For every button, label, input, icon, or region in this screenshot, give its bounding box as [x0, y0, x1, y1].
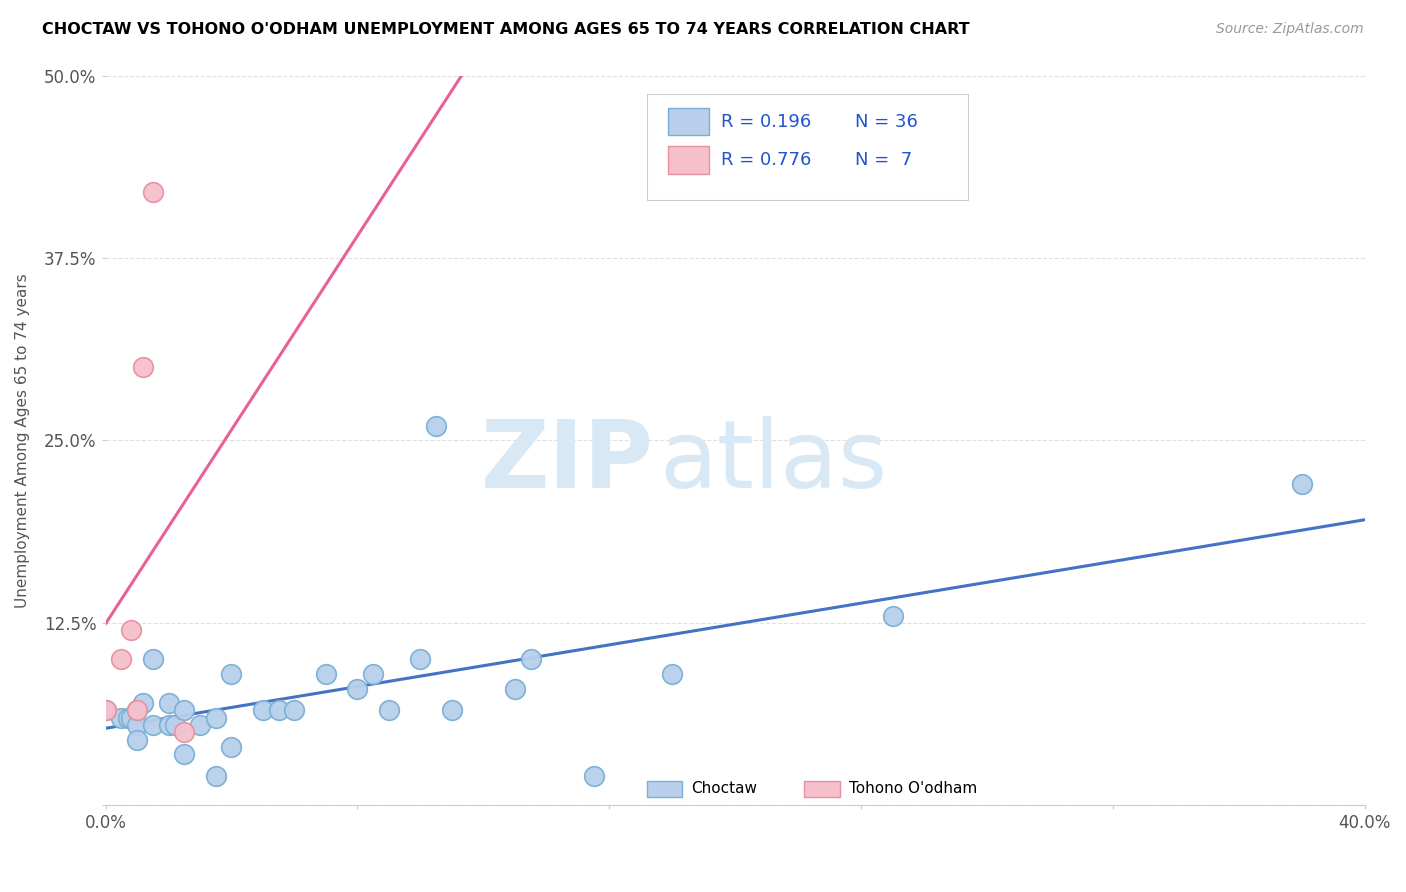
Point — [125, 704, 148, 718]
Point — [221, 667, 243, 681]
Point — [163, 718, 186, 732]
Point — [361, 667, 384, 681]
Text: R = 0.776: R = 0.776 — [721, 151, 811, 169]
Point — [283, 704, 305, 718]
Point — [503, 681, 526, 696]
Point — [142, 652, 165, 666]
Point — [132, 360, 155, 375]
Point — [120, 711, 142, 725]
Point — [252, 704, 274, 718]
Point — [425, 418, 447, 433]
Point — [142, 186, 165, 200]
Text: CHOCTAW VS TOHONO O'ODHAM UNEMPLOYMENT AMONG AGES 65 TO 74 YEARS CORRELATION CHA: CHOCTAW VS TOHONO O'ODHAM UNEMPLOYMENT A… — [42, 22, 970, 37]
Point — [157, 718, 180, 732]
Point — [267, 704, 290, 718]
Point — [204, 711, 226, 725]
Text: N = 36: N = 36 — [855, 112, 918, 130]
Text: ZIP: ZIP — [481, 417, 654, 508]
Text: R = 0.196: R = 0.196 — [721, 112, 811, 130]
Point — [110, 711, 132, 725]
Text: Choctaw: Choctaw — [692, 781, 756, 796]
Point — [882, 608, 904, 623]
Point — [1291, 477, 1313, 491]
Text: atlas: atlas — [659, 417, 887, 508]
Point — [132, 696, 155, 710]
FancyBboxPatch shape — [647, 94, 969, 200]
Point — [173, 725, 195, 739]
Point — [125, 704, 148, 718]
Point — [582, 769, 605, 783]
FancyBboxPatch shape — [804, 780, 839, 797]
Point — [661, 667, 683, 681]
Point — [94, 704, 117, 718]
Point — [378, 704, 401, 718]
Point — [157, 696, 180, 710]
Point — [125, 718, 148, 732]
Point — [346, 681, 368, 696]
Point — [315, 667, 337, 681]
Point — [117, 711, 139, 725]
Point — [440, 704, 463, 718]
FancyBboxPatch shape — [668, 108, 709, 136]
Point — [142, 718, 165, 732]
Point — [120, 624, 142, 638]
Y-axis label: Unemployment Among Ages 65 to 74 years: Unemployment Among Ages 65 to 74 years — [15, 273, 30, 607]
Point — [204, 769, 226, 783]
FancyBboxPatch shape — [668, 146, 709, 174]
Text: Source: ZipAtlas.com: Source: ZipAtlas.com — [1216, 22, 1364, 37]
Point — [519, 652, 541, 666]
Point — [94, 704, 117, 718]
Text: N =  7: N = 7 — [855, 151, 912, 169]
Text: Tohono O'odham: Tohono O'odham — [848, 781, 977, 796]
Point — [221, 739, 243, 754]
Point — [409, 652, 432, 666]
FancyBboxPatch shape — [647, 780, 682, 797]
Point — [110, 652, 132, 666]
Point — [173, 747, 195, 762]
Point — [173, 704, 195, 718]
Point — [188, 718, 211, 732]
Point — [125, 732, 148, 747]
